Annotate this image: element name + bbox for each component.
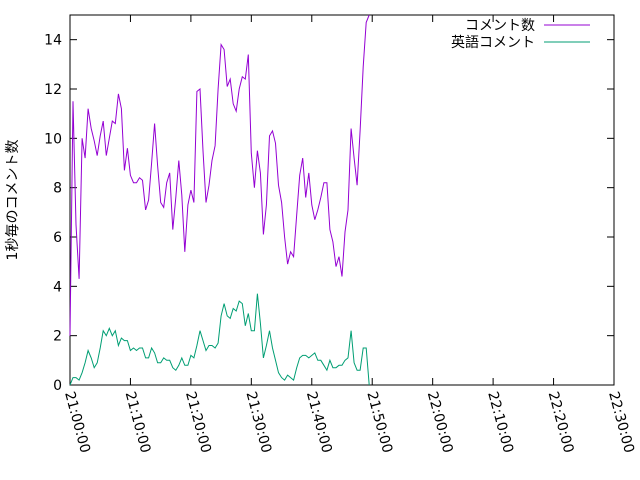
legend-label-2: 英語コメント bbox=[451, 34, 535, 51]
plot-area bbox=[69, 14, 615, 386]
series-line-2 bbox=[69, 293, 370, 386]
y-tick-label: 0 bbox=[53, 378, 62, 394]
legend-label-1: コメント数 bbox=[465, 18, 535, 34]
x-tick-label: 22:20:00 bbox=[545, 390, 577, 455]
y-tick-label: 8 bbox=[53, 181, 62, 197]
y-tick-label: 14 bbox=[44, 33, 62, 49]
y-tick-label: 10 bbox=[44, 131, 62, 147]
x-tick-label: 22:10:00 bbox=[484, 390, 516, 455]
x-tick-label: 21:10:00 bbox=[122, 390, 154, 455]
series-layer bbox=[69, 14, 370, 386]
x-tick-label: 21:30:00 bbox=[242, 390, 274, 455]
x-tick-label: 21:50:00 bbox=[363, 390, 395, 455]
x-tick-label: 21:00:00 bbox=[61, 390, 93, 455]
series-line-1 bbox=[69, 14, 370, 336]
x-axis: 21:00:00 21:10:00 21:20:00 21:30:00 21:40:00… bbox=[61, 15, 637, 455]
y-axis-label: 1秒毎のコメント数 bbox=[5, 140, 21, 261]
y-tick-label: 6 bbox=[53, 230, 62, 246]
y-tick-label: 4 bbox=[53, 279, 62, 295]
y-axis: 0 2 4 6 8 10 12 14 bbox=[44, 33, 614, 394]
x-tick-label: 21:40:00 bbox=[303, 390, 335, 455]
y-tick-label: 2 bbox=[53, 329, 62, 345]
x-tick-label: 22:00:00 bbox=[424, 390, 456, 455]
x-tick-label: 22:30:00 bbox=[605, 390, 637, 455]
x-tick-label: 21:20:00 bbox=[182, 390, 214, 455]
y-tick-label: 12 bbox=[44, 82, 62, 98]
